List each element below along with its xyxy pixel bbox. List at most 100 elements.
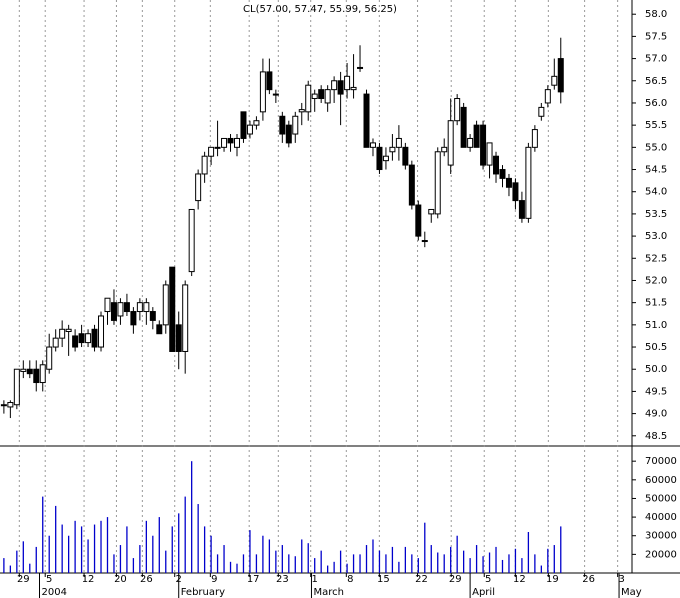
candle-body	[272, 93, 279, 96]
candle-body	[454, 98, 461, 122]
candle-body	[512, 182, 519, 202]
y2-tick-label: 50000	[645, 493, 677, 504]
candle-body	[324, 89, 331, 104]
x-tick-label: 12	[82, 574, 95, 585]
candle-body	[46, 346, 53, 370]
candle-body	[227, 137, 234, 144]
x-tick-label: 5	[46, 574, 52, 585]
candle-body	[350, 86, 357, 91]
x-tick-label: 26	[582, 574, 595, 585]
month-label: May	[621, 587, 642, 598]
candle-body	[538, 106, 545, 117]
candle-body	[486, 142, 493, 166]
y2-tick-label: 20000	[645, 549, 677, 560]
candle-body	[369, 142, 376, 148]
candle-body	[39, 364, 46, 384]
y-tick-label: 54.0	[645, 187, 667, 198]
candle-body	[78, 333, 85, 344]
candle-body	[208, 146, 215, 157]
x-tick-label: 19	[546, 574, 559, 585]
candle-body	[52, 337, 59, 348]
y-tick-label: 51.0	[645, 320, 667, 331]
x-tick-label: 12	[513, 574, 526, 585]
y-tick-label: 49.5	[645, 386, 667, 397]
candle-body	[65, 328, 72, 333]
x-tick-label: 3	[618, 574, 624, 585]
candle-body	[518, 200, 525, 219]
candle-body	[156, 324, 163, 335]
candle-body	[434, 151, 441, 215]
x-tick-label: 26	[140, 574, 153, 585]
candle-body	[473, 124, 480, 148]
candle-body	[421, 240, 428, 243]
candle-body	[395, 137, 402, 148]
month-label: February	[181, 587, 225, 598]
x-tick-label: 9	[211, 574, 217, 585]
y-tick-label: 53.0	[645, 231, 667, 242]
candle-body	[544, 89, 551, 104]
y2-tick-label: 70000	[645, 456, 677, 467]
candle-body	[136, 302, 143, 313]
candle-body	[253, 120, 260, 126]
x-tick-label: 1	[312, 574, 318, 585]
candle-body	[169, 266, 176, 352]
candle-body	[467, 137, 474, 148]
candle-body	[441, 146, 448, 153]
y-tick-label: 52.0	[645, 275, 667, 286]
candle-body	[182, 284, 189, 352]
candle-body	[428, 208, 435, 215]
candle-body	[162, 284, 169, 326]
candle-body	[480, 124, 487, 166]
candle-body	[505, 177, 512, 188]
candle-body	[130, 311, 137, 326]
y-tick-label: 51.5	[645, 298, 667, 309]
y-tick-label: 52.5	[645, 253, 667, 264]
candle-body	[123, 302, 130, 313]
chart-title: CL(57.00, 57.47, 55.99, 56.25)	[243, 4, 397, 15]
y2-tick-label: 40000	[645, 512, 677, 523]
y-tick-label: 54.5	[645, 165, 667, 176]
y2-tick-label: 30000	[645, 531, 677, 542]
x-tick-label: 22	[415, 574, 428, 585]
candle-body	[337, 80, 344, 95]
candle-body	[298, 109, 305, 113]
candle-body	[557, 58, 564, 93]
y-tick-label: 55.5	[645, 120, 667, 131]
y-tick-label: 53.5	[645, 209, 667, 220]
y-tick-label: 55.0	[645, 142, 667, 153]
month-label: 2004	[42, 587, 67, 598]
candle-body	[493, 155, 500, 175]
candle-body	[91, 328, 98, 348]
candle-body	[201, 155, 208, 175]
y-tick-label: 49.0	[645, 409, 667, 420]
candle-body	[20, 368, 27, 372]
candle-body	[318, 89, 325, 100]
candle-body	[175, 324, 182, 352]
candle-body	[240, 111, 247, 139]
month-label: March	[313, 587, 343, 598]
x-tick-label: 23	[276, 574, 289, 585]
y-tick-label: 56.0	[645, 98, 667, 109]
candle-body	[357, 66, 364, 69]
candle-body	[143, 302, 150, 313]
candle-body	[246, 124, 253, 135]
candle-body	[7, 402, 14, 408]
candle-body	[214, 146, 221, 149]
candle-body	[408, 164, 415, 206]
candle-body	[59, 328, 66, 339]
candle-body	[531, 129, 538, 148]
x-tick-label: 8	[347, 574, 353, 585]
y-tick-label: 50.5	[645, 342, 667, 353]
x-tick-label: 5	[485, 574, 491, 585]
candle-body	[234, 137, 240, 148]
candle-body	[0, 404, 7, 407]
x-tick-label: 17	[247, 574, 260, 585]
candle-body	[13, 368, 20, 406]
candle-body	[72, 335, 79, 348]
candle-body	[376, 146, 383, 171]
candle-body	[104, 297, 111, 313]
candle-body	[110, 302, 117, 321]
y-tick-label: 56.5	[645, 76, 667, 87]
